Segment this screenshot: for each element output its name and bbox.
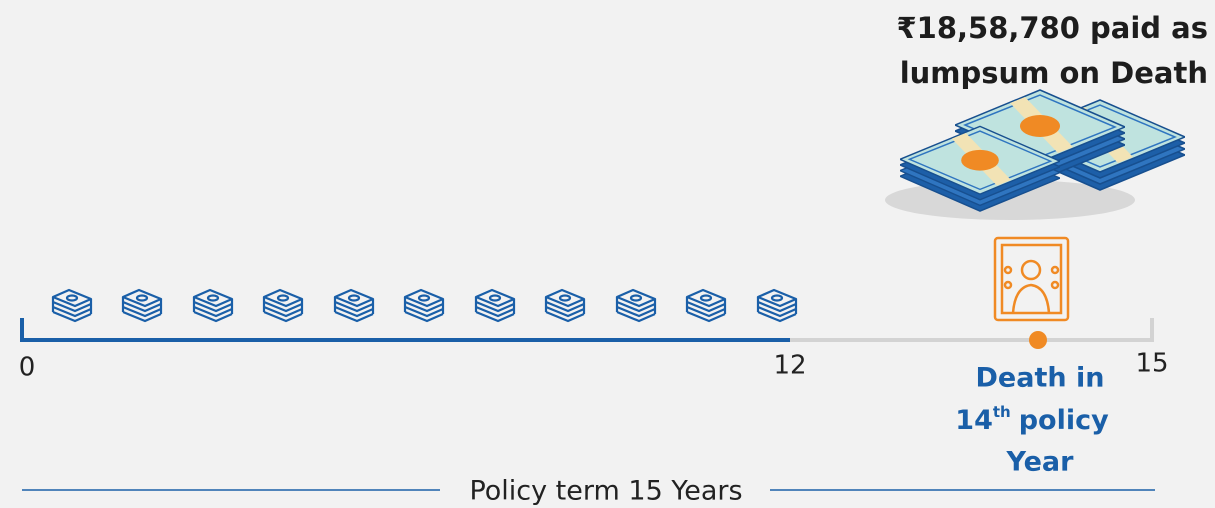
title-line: lumpsum on Death <box>900 56 1208 90</box>
death-note-text: policy <box>1019 405 1109 436</box>
timeline-label: 0 <box>19 353 36 383</box>
footer: Policy term 15 Years <box>469 476 742 507</box>
timeline-label: 12 <box>773 351 806 381</box>
portrait-icon <box>995 238 1068 320</box>
death-note: Death in <box>976 363 1105 394</box>
title-line: ₹18,58,780 paid as <box>896 11 1208 45</box>
death-marker <box>1029 331 1047 349</box>
premium-icons <box>53 290 796 321</box>
death-note: Year <box>1006 447 1075 478</box>
ordinal-number: 14 <box>955 405 993 436</box>
death-note: 14th policy <box>955 403 1109 436</box>
diagram: ₹18,58,780 paid as lumpsum on Death 0 12… <box>0 0 1215 508</box>
money-pile <box>885 90 1185 220</box>
timeline-label: 15 <box>1135 349 1168 379</box>
ordinal-suffix: th <box>993 403 1011 421</box>
